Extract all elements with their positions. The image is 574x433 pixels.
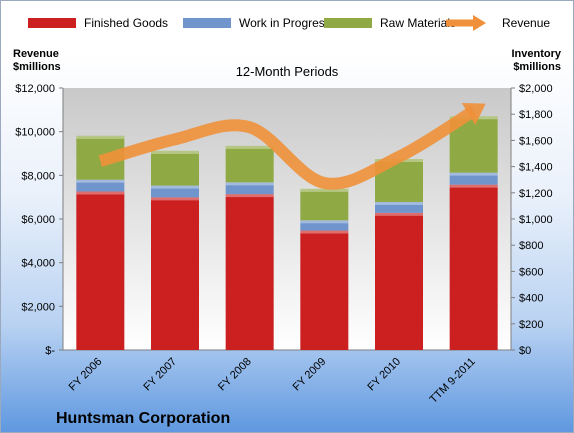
bar-segment [225, 145, 274, 183]
revenue-line-arrowhead [461, 102, 486, 126]
bar-segment-highlight [76, 135, 125, 139]
x-tick-label: FY 2008 [216, 356, 254, 394]
right-tick-label: $1,600 [519, 135, 553, 147]
bar-segment [225, 194, 274, 350]
right-tick-label: $800 [519, 240, 543, 252]
x-tick-label: TTM 9-2011 [428, 356, 478, 406]
x-tick-label: FY 2010 [365, 356, 403, 394]
bar-segment-group [225, 145, 274, 183]
bar-segment-highlight [76, 179, 125, 183]
bar-segment-group [300, 188, 349, 221]
right-tick-label: $2,000 [519, 83, 553, 95]
right-tick-label: $600 [519, 266, 543, 278]
bar-segment-group [151, 197, 199, 350]
bar-segment [375, 212, 423, 350]
bar-segment [225, 182, 274, 195]
x-tick-label: FY 2006 [67, 356, 105, 394]
bar-segment [151, 185, 199, 198]
bar-segment-group [225, 182, 274, 195]
x-tick-label: FY 2009 [291, 356, 329, 394]
legend-line-arrow [473, 15, 486, 31]
left-axis-title-line1: Revenue [13, 48, 59, 60]
left-tick-label: $2,000 [21, 301, 55, 313]
bar-segment [76, 191, 125, 350]
bar-segment-highlight [300, 220, 349, 224]
right-tick-label: $1,800 [519, 109, 553, 121]
company-name: Huntsman Corporation [56, 410, 230, 427]
left-tick-label: $10,000 [15, 127, 55, 139]
bar-segment-highlight [375, 201, 423, 205]
legend-label: Work in Progress [239, 16, 331, 30]
bar-segment-highlight [225, 145, 274, 149]
bar-segment [449, 172, 498, 185]
legend-item: Finished Goods [28, 16, 168, 30]
left-axis-title-line2: $millions [13, 61, 61, 73]
bar-segment-highlight [151, 197, 199, 201]
bar-segment [300, 188, 349, 221]
right-axis-title-line2: $millions [513, 61, 561, 73]
bar-segment-highlight [449, 184, 498, 188]
right-tick-label: $1,200 [519, 188, 553, 200]
bar-segment-group [300, 230, 349, 350]
legend-label: Finished Goods [84, 16, 168, 30]
bar-segment-highlight [300, 188, 349, 192]
bar-segment-group [449, 184, 498, 350]
bar-segment-group [76, 191, 125, 350]
left-tick-label: $12,000 [15, 83, 55, 95]
legend-swatch [183, 18, 231, 28]
plot-area: $- $2,000 $4,000 $6,000 $8,000 $10,000 $12,000… [15, 83, 552, 406]
bar-segment-group [300, 220, 349, 231]
left-tick-label: $4,000 [21, 258, 55, 270]
bar-segment [449, 184, 498, 350]
bar-segment-highlight [375, 212, 423, 216]
bar-segment [151, 197, 199, 350]
legend-item: Revenue [446, 15, 550, 31]
bar-segment [151, 150, 199, 186]
bar-segment-highlight [225, 182, 274, 186]
bar-segment-highlight [449, 172, 498, 176]
legend-label: Raw Materials [380, 16, 456, 30]
left-tick-label: $8,000 [21, 170, 55, 182]
bar-segment-group [151, 185, 199, 198]
legend-swatch [28, 18, 76, 28]
bar-segment [300, 230, 349, 350]
right-tick-label: $400 [519, 293, 543, 305]
legend: Finished Goods Work in Progress Raw Materi… [28, 15, 550, 31]
bar-segment-group [225, 194, 274, 350]
right-tick-label: $1,400 [519, 162, 553, 174]
legend-label: Revenue [502, 16, 550, 30]
bar-segment-group [375, 212, 423, 350]
bar-segment-highlight [225, 194, 274, 198]
bar-segment-group [151, 150, 199, 186]
x-tick-label: FY 2007 [141, 356, 179, 394]
bar-segment-group [76, 179, 125, 192]
revenue-line [98, 105, 477, 190]
bar-segment [375, 201, 423, 213]
right-tick-label: $1,000 [519, 214, 553, 226]
chart-subtitle: 12-Month Periods [236, 64, 339, 79]
bar-segment-highlight [151, 185, 199, 189]
bar-segment-group [375, 201, 423, 213]
bar-segment-highlight [300, 230, 349, 234]
legend-swatch [324, 18, 372, 28]
bar-segment-group [449, 172, 498, 185]
bar-segment-highlight [76, 191, 125, 195]
legend-item: Work in Progress [183, 16, 331, 30]
right-tick-label: $200 [519, 319, 543, 331]
legend-item: Raw Materials [324, 16, 456, 30]
bar-segment-highlight [151, 150, 199, 154]
right-axis-title-line1: Inventory [511, 48, 561, 60]
left-tick-label: $6,000 [21, 214, 55, 226]
bar-segment [300, 220, 349, 231]
bar-segment [76, 179, 125, 192]
right-tick-label: $0 [519, 345, 531, 357]
left-tick-label: $- [45, 345, 55, 357]
